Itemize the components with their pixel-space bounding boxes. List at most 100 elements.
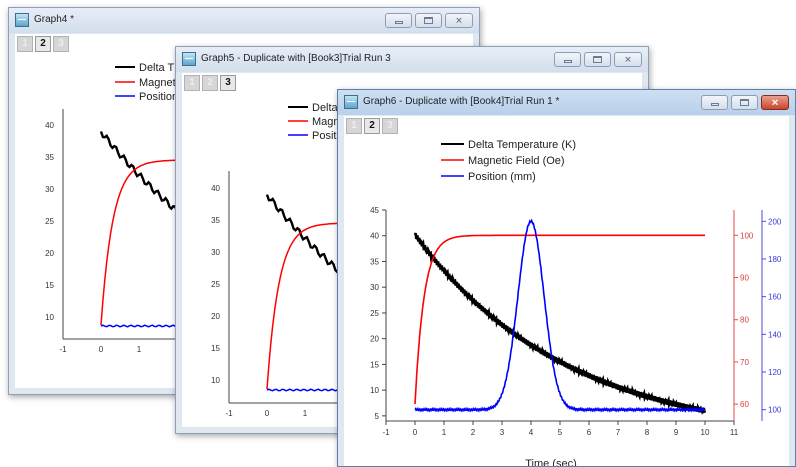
x-tick: 1 xyxy=(137,345,142,354)
graph6-plot-area[interactable]: 1 2 3 Delta Temperature (K) Magnetic Fie… xyxy=(344,116,789,466)
right2-tick-label: 100 xyxy=(768,406,782,415)
graph-window-icon xyxy=(344,95,358,109)
right1-tick-label: 60 xyxy=(740,400,749,409)
x-tick: 0 xyxy=(99,345,104,354)
y-tick: 40 xyxy=(45,121,54,130)
graph4-legend: Delta T Magnet Position xyxy=(115,62,178,103)
y-tick-label: 35 xyxy=(370,257,379,266)
right1-tick-label: 90 xyxy=(740,274,749,283)
layer-tab-3[interactable]: 3 xyxy=(382,118,398,134)
y-tick: 25 xyxy=(45,217,54,226)
y-tick: 20 xyxy=(211,312,220,321)
legend-label-magnetic: Magnet xyxy=(139,77,176,89)
x-tick-label: 10 xyxy=(701,428,710,437)
y-tick-label: 30 xyxy=(370,283,379,292)
minimize-icon xyxy=(711,103,719,106)
graph-window-icon xyxy=(15,13,29,27)
series-line-delta xyxy=(413,232,707,415)
layer-tab-1[interactable]: 1 xyxy=(184,75,200,91)
right2-tick-label: 120 xyxy=(768,368,782,377)
legend-label-delta: Delta T xyxy=(139,62,175,74)
minimize-button[interactable] xyxy=(385,13,412,28)
legend-label-delta: Delta xyxy=(312,102,339,114)
y-tick: 15 xyxy=(211,344,220,353)
x-tick: -1 xyxy=(225,409,233,418)
x-tick-label: 0 xyxy=(413,428,418,437)
close-icon: ✕ xyxy=(624,54,632,64)
right1-tick-label: 80 xyxy=(740,316,749,325)
y-tick: 30 xyxy=(211,248,220,257)
maximize-button[interactable] xyxy=(584,52,611,67)
graph6-legend: Delta Temperature (K) Magnetic Field (Oe… xyxy=(441,139,576,183)
minimize-icon xyxy=(564,60,572,63)
y-tick-label: 20 xyxy=(370,335,379,344)
graph4-y-ticks: 40 35 30 25 20 15 10 xyxy=(45,121,54,322)
y-tick-label: 40 xyxy=(370,232,379,241)
legend-label-position: Position (mm) xyxy=(468,171,536,183)
y-tick: 20 xyxy=(45,249,54,258)
y-tick-label: 45 xyxy=(370,206,379,215)
x-tick-label: 6 xyxy=(587,428,592,437)
x-tick: -1 xyxy=(59,345,67,354)
legend-label-position: Position xyxy=(139,91,178,103)
graph6-title: Graph6 - Duplicate with [Book4]Trial Run… xyxy=(363,96,560,107)
graph4-layer-tabs: 1 2 3 xyxy=(17,36,69,52)
close-button[interactable]: ✕ xyxy=(761,95,789,110)
x-tick-label: 3 xyxy=(500,428,505,437)
legend-label-position: Positi xyxy=(312,130,339,142)
close-icon: ✕ xyxy=(771,97,779,107)
layer-tab-3[interactable]: 3 xyxy=(220,75,236,91)
y-tick: 35 xyxy=(211,216,220,225)
graph6-title-bar[interactable]: Graph6 - Duplicate with [Book4]Trial Run… xyxy=(338,90,795,115)
maximize-button[interactable] xyxy=(415,13,442,28)
y-tick: 10 xyxy=(211,376,220,385)
y-tick: 40 xyxy=(211,184,220,193)
graph4-x-ticks: -1 0 1 2 xyxy=(59,345,179,354)
close-button[interactable]: ✕ xyxy=(614,52,642,67)
maximize-button[interactable] xyxy=(731,95,758,110)
graph6-plot: -1 0 1 2 3 4 5 6 7 8 9 10 11510152025303540456070809… xyxy=(370,206,782,437)
close-button[interactable]: ✕ xyxy=(445,13,473,28)
minimize-button[interactable] xyxy=(554,52,581,67)
layer-tab-1[interactable]: 1 xyxy=(346,118,362,134)
x-tick-label: 4 xyxy=(529,428,534,437)
y-tick: 10 xyxy=(45,313,54,322)
graph5-y-ticks: 40 35 30 25 20 15 10 xyxy=(211,184,220,385)
y-tick-label: 10 xyxy=(370,386,379,395)
legend-label-magnetic: Magnetic Field (Oe) xyxy=(468,155,565,167)
right2-tick-label: 180 xyxy=(768,255,782,264)
graph4-title-bar[interactable]: Graph4 * ✕ xyxy=(9,8,479,33)
layer-tab-2[interactable]: 2 xyxy=(202,75,218,91)
y-tick: 30 xyxy=(45,185,54,194)
layer-tab-2[interactable]: 2 xyxy=(35,36,51,52)
y-tick-label: 5 xyxy=(375,412,380,421)
maximize-icon xyxy=(593,56,602,63)
graph5-title: Graph5 - Duplicate with [Book3]Trial Run… xyxy=(201,53,391,64)
minimize-button[interactable] xyxy=(701,95,728,110)
layer-tab-3[interactable]: 3 xyxy=(53,36,69,52)
graph6-layer-tabs: 1 2 3 xyxy=(346,118,398,134)
x-tick-label: -1 xyxy=(382,428,390,437)
x-tick-label: 9 xyxy=(674,428,679,437)
x-tick: 1 xyxy=(303,409,308,418)
right1-tick-label: 70 xyxy=(740,358,749,367)
graph5-title-bar[interactable]: Graph5 - Duplicate with [Book3]Trial Run… xyxy=(176,47,648,72)
x-tick-label: 7 xyxy=(616,428,621,437)
layer-tab-1[interactable]: 1 xyxy=(17,36,33,52)
right2-tick-label: 160 xyxy=(768,293,782,302)
y-tick: 15 xyxy=(45,281,54,290)
x-tick-label: 8 xyxy=(645,428,650,437)
legend-label-delta: Delta Temperature (K) xyxy=(468,139,576,151)
x-tick: 0 xyxy=(265,409,270,418)
x-axis-label: Time (sec) xyxy=(525,458,577,466)
graph6-window[interactable]: Graph6 - Duplicate with [Book4]Trial Run… xyxy=(337,89,796,467)
series-line-position xyxy=(414,218,706,413)
y-tick: 35 xyxy=(45,153,54,162)
graph-window-icon xyxy=(182,52,196,66)
maximize-icon xyxy=(740,99,749,106)
layer-tab-2[interactable]: 2 xyxy=(364,118,380,134)
graph6-chart: Delta Temperature (K) Magnetic Field (Oe… xyxy=(370,139,782,466)
x-tick-label: 1 xyxy=(442,428,447,437)
maximize-icon xyxy=(424,17,433,24)
right1-tick-label: 100 xyxy=(740,231,754,240)
